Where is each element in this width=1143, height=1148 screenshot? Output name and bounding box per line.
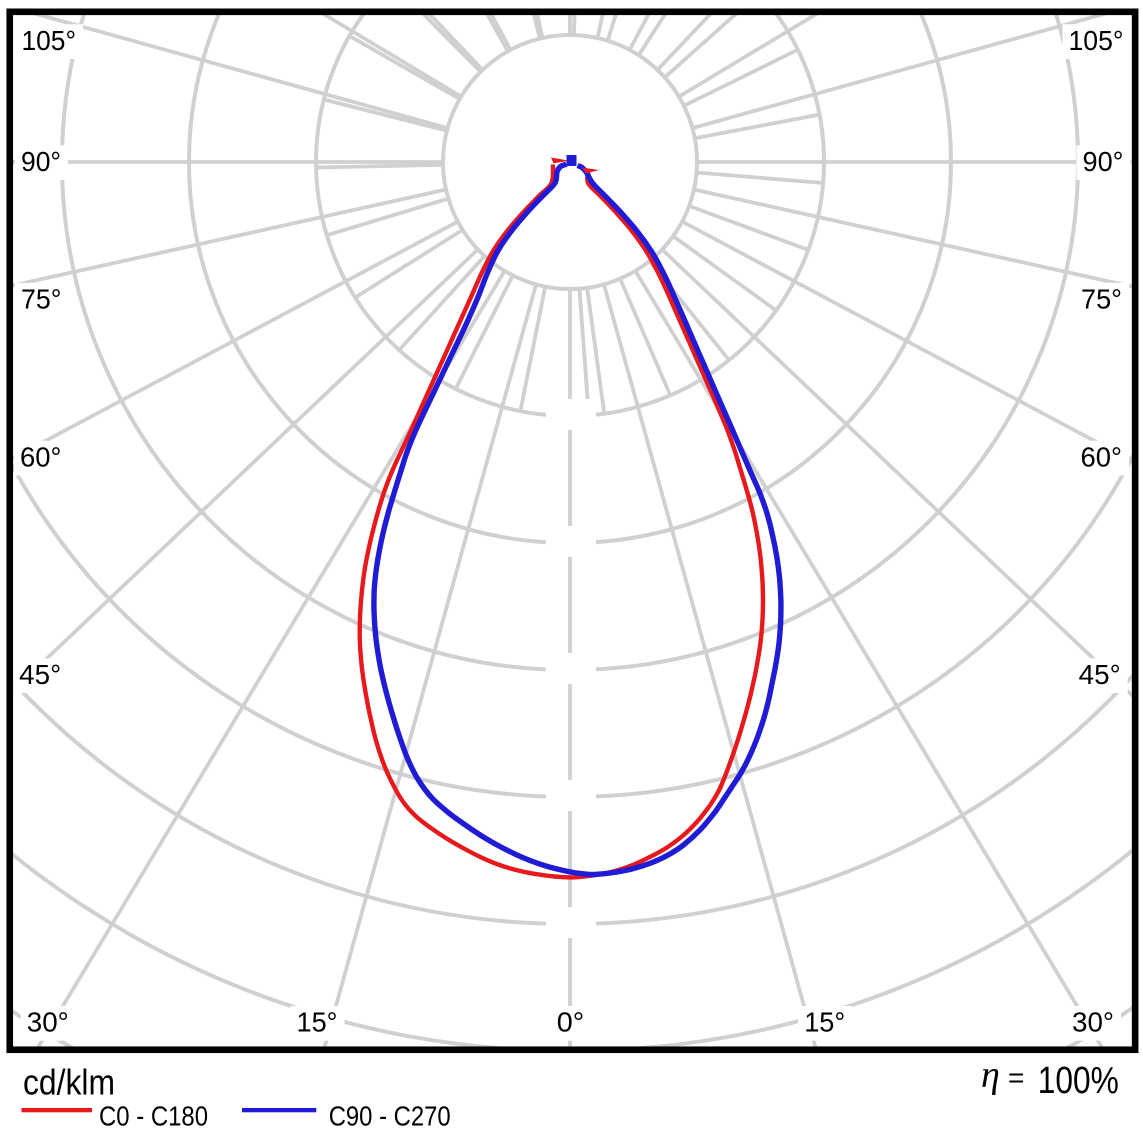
svg-text:90°: 90° [1083, 146, 1124, 177]
svg-text:60°: 60° [1081, 442, 1123, 473]
svg-text:105°: 105° [22, 25, 77, 56]
svg-text:C0 - C180: C0 - C180 [99, 1100, 208, 1131]
svg-text:C90 - C270: C90 - C270 [329, 1100, 451, 1131]
svg-text:75°: 75° [21, 284, 62, 315]
svg-text:30°: 30° [1072, 1007, 1114, 1038]
svg-text:75°: 75° [1081, 284, 1122, 315]
svg-text:45°: 45° [1079, 659, 1121, 690]
svg-text:η: η [981, 1054, 1000, 1096]
svg-text:cd/klm: cd/klm [23, 1062, 115, 1103]
svg-text:45°: 45° [19, 659, 61, 690]
svg-text:15°: 15° [804, 1007, 845, 1038]
svg-text:100%: 100% [1038, 1060, 1119, 1102]
svg-text:105°: 105° [1069, 25, 1124, 56]
svg-text:30°: 30° [27, 1007, 69, 1038]
svg-text:0°: 0° [557, 1007, 585, 1038]
svg-text:=: = [1008, 1062, 1024, 1093]
svg-text:90°: 90° [21, 146, 61, 177]
svg-text:15°: 15° [297, 1007, 338, 1038]
svg-text:60°: 60° [20, 442, 62, 473]
